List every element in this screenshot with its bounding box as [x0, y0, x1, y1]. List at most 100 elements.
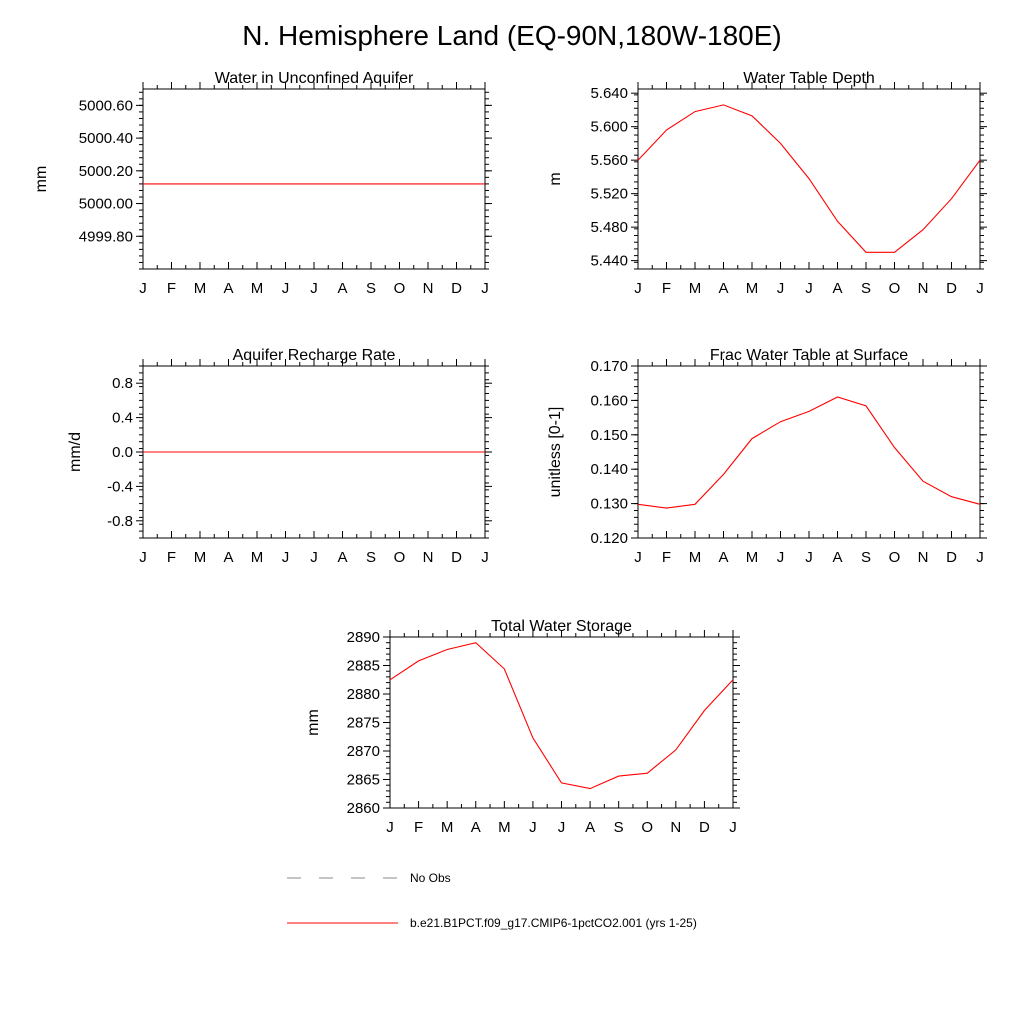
x-tick-label: J — [139, 549, 147, 566]
x-tick-label: A — [718, 280, 728, 297]
y-tick-label: 0.120 — [590, 530, 628, 547]
y-tick-label: 0.140 — [590, 461, 628, 478]
y-tick-label: 0.170 — [590, 358, 628, 375]
y-tick-label: 0.150 — [590, 427, 628, 444]
x-tick-label: S — [366, 549, 376, 566]
x-tick-label: D — [699, 819, 710, 836]
x-tick-label: J — [386, 819, 394, 836]
y-axis-label: mm/d — [67, 432, 84, 472]
series-line — [389, 642, 734, 790]
legend-label: No Obs — [410, 871, 451, 885]
x-tick-label: F — [414, 819, 423, 836]
plot-frame — [142, 88, 486, 270]
chart-title: Aquifer Recharge Rate — [233, 347, 396, 364]
x-tick-label: J — [634, 280, 642, 297]
x-tick-label: M — [194, 549, 207, 566]
y-tick-label: 5.560 — [590, 152, 628, 169]
series-line — [637, 104, 981, 253]
x-tick-label: F — [662, 549, 671, 566]
x-tick-label: J — [976, 280, 984, 297]
y-tick-label: 2875 — [347, 715, 380, 732]
y-tick-label: 2870 — [347, 743, 380, 760]
x-tick-label: O — [889, 280, 901, 297]
x-tick-label: D — [451, 280, 462, 297]
x-tick-label: O — [394, 549, 406, 566]
x-tick-label: N — [423, 549, 434, 566]
x-tick-label: J — [777, 280, 785, 297]
x-tick-label: D — [451, 549, 462, 566]
x-tick-label: D — [946, 549, 957, 566]
y-axis-label: unitless [0-1] — [547, 407, 564, 498]
x-tick-label: A — [832, 549, 842, 566]
y-tick-label: 5.600 — [590, 119, 628, 136]
x-tick-label: O — [641, 819, 653, 836]
x-tick-label: N — [423, 280, 434, 297]
x-tick-label: S — [861, 549, 871, 566]
x-tick-label: J — [282, 549, 290, 566]
x-tick-label: N — [670, 819, 681, 836]
x-tick-label: A — [832, 280, 842, 297]
chart-title: Frac Water Table at Surface — [710, 347, 908, 364]
x-tick-label: M — [746, 549, 759, 566]
x-tick-label: A — [337, 280, 347, 297]
x-tick-label: A — [585, 819, 595, 836]
y-tick-label: 2880 — [347, 686, 380, 703]
x-tick-label: J — [529, 819, 537, 836]
x-tick-label: O — [394, 280, 406, 297]
y-tick-label: -0.4 — [107, 478, 133, 495]
x-tick-label: F — [167, 280, 176, 297]
x-tick-label: S — [614, 819, 624, 836]
x-tick-label: J — [976, 549, 984, 566]
x-tick-label: J — [777, 549, 785, 566]
x-tick-label: M — [689, 280, 702, 297]
y-tick-label: -0.8 — [107, 513, 133, 530]
chart-title: Water in Unconfined Aquifer — [215, 70, 414, 87]
y-axis-label: mm — [33, 166, 50, 193]
x-tick-label: J — [310, 280, 318, 297]
x-tick-label: M — [746, 280, 759, 297]
x-tick-label: M — [194, 280, 207, 297]
x-tick-label: J — [310, 549, 318, 566]
y-tick-label: 2890 — [347, 629, 380, 646]
page-title: N. Hemisphere Land (EQ-90N,180W-180E) — [242, 20, 782, 51]
y-tick-label: 0.4 — [112, 410, 133, 427]
y-axis-label: mm — [305, 709, 322, 736]
x-tick-label: F — [167, 549, 176, 566]
y-tick-label: 0.8 — [112, 375, 133, 392]
y-tick-label: 0.0 — [112, 444, 133, 461]
x-tick-label: A — [223, 280, 233, 297]
x-tick-label: S — [366, 280, 376, 297]
x-tick-label: J — [282, 280, 290, 297]
x-tick-label: M — [498, 819, 511, 836]
y-tick-label: 2865 — [347, 772, 380, 789]
series-line — [637, 396, 981, 509]
y-tick-label: 2885 — [347, 658, 380, 675]
legend-label: b.e21.B1PCT.f09_g17.CMIP6-1pctCO2.001 (y… — [410, 916, 697, 930]
y-tick-label: 5.440 — [590, 253, 628, 270]
y-tick-label: 5000.60 — [79, 97, 133, 114]
x-tick-label: J — [481, 549, 489, 566]
x-tick-label: M — [251, 549, 264, 566]
x-tick-label: D — [946, 280, 957, 297]
y-tick-label: 5000.40 — [79, 130, 133, 147]
y-tick-label: 5.480 — [590, 219, 628, 236]
y-tick-label: 5000.20 — [79, 163, 133, 180]
chart-title: Total Water Storage — [491, 618, 632, 635]
y-tick-label: 0.160 — [590, 392, 628, 409]
y-tick-label: 4999.80 — [79, 228, 133, 245]
x-tick-label: O — [889, 549, 901, 566]
chart-title: Water Table Depth — [743, 70, 875, 87]
plot-frame — [637, 365, 981, 539]
y-axis-label: m — [547, 172, 564, 185]
y-tick-label: 5000.00 — [79, 196, 133, 213]
x-tick-label: S — [861, 280, 871, 297]
x-tick-label: A — [471, 819, 481, 836]
x-tick-label: J — [729, 819, 737, 836]
x-tick-label: J — [558, 819, 566, 836]
y-tick-label: 2860 — [347, 800, 380, 817]
y-tick-label: 0.130 — [590, 496, 628, 513]
